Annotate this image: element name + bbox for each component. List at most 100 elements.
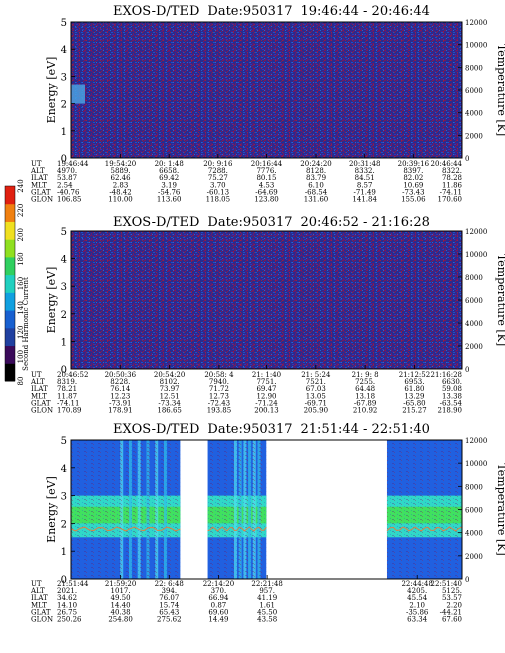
y-tick-label: 4 bbox=[61, 464, 67, 475]
y-right-tick-label: 10000 bbox=[465, 460, 487, 468]
table-cell: 118.05 bbox=[206, 196, 231, 204]
y-tick-label: 3 bbox=[61, 282, 67, 293]
table-cell: 7288. bbox=[208, 167, 228, 175]
table-row-label: ALT bbox=[30, 167, 45, 175]
table-cell: 19:54:20 bbox=[105, 160, 136, 168]
table-cell: 215.27 bbox=[402, 407, 427, 415]
colorbar-tick-label: 140 bbox=[17, 301, 25, 314]
table-cell: 250.26 bbox=[57, 616, 82, 624]
table-cell: 12.90 bbox=[256, 392, 276, 400]
table-row-label: ILAT bbox=[31, 385, 48, 393]
interval-noise bbox=[386, 440, 462, 579]
table-cell: 69.60 bbox=[208, 608, 228, 616]
table-cell: -67.89 bbox=[354, 399, 376, 407]
table-cell: 80.15 bbox=[256, 174, 276, 182]
chart-title: EXOS-D/TED Date:950317 21:51:44 - 22:51:40 bbox=[113, 422, 430, 437]
table-row-label: ALT bbox=[30, 378, 45, 386]
table-cell: 20:16:44 bbox=[251, 160, 283, 168]
table-cell: 106.85 bbox=[57, 196, 82, 204]
y-right-tick-label: 2000 bbox=[465, 343, 483, 351]
table-cell: 20:24:20 bbox=[300, 160, 331, 168]
colorbar-tick-label: 240 bbox=[17, 179, 25, 192]
table-cell: 2.54 bbox=[57, 181, 73, 189]
table-cell: 20: 9:16 bbox=[203, 160, 233, 168]
table-cell: -74.11 bbox=[57, 399, 79, 407]
y-right-tick-label: 4000 bbox=[465, 530, 483, 538]
table-cell: 65.43 bbox=[159, 608, 179, 616]
colorbar-swatch bbox=[5, 186, 15, 205]
table-cell: 76.07 bbox=[159, 594, 179, 602]
table-cell: 113.60 bbox=[157, 196, 182, 204]
colorbar-swatch bbox=[5, 274, 15, 293]
y-tick-label: 5 bbox=[61, 227, 67, 238]
y-right-tick-label: 8000 bbox=[465, 483, 483, 491]
table-cell: 8322. bbox=[442, 167, 462, 175]
table-cell: 14.10 bbox=[57, 601, 77, 609]
table-row-label: GLON bbox=[31, 616, 53, 624]
y-right-tick-label: 6000 bbox=[465, 507, 483, 515]
table-row-label: GLON bbox=[31, 407, 53, 415]
table-cell: 49.50 bbox=[111, 594, 131, 602]
table-cell: 186.65 bbox=[157, 407, 182, 415]
table-cell: 13.18 bbox=[355, 392, 375, 400]
table-cell: 83.79 bbox=[306, 174, 326, 182]
table-cell: -74.11 bbox=[440, 188, 462, 196]
table-cell: 22:51:40 bbox=[431, 580, 462, 588]
table-row-label: MLT bbox=[31, 181, 47, 189]
temperature-trace bbox=[386, 526, 463, 532]
y-right-axis-label: Temperature [K] bbox=[495, 254, 505, 346]
table-cell: 141.84 bbox=[352, 196, 377, 204]
spectrogram-noise-overlay bbox=[71, 22, 462, 158]
table-cell: 73.97 bbox=[160, 385, 180, 393]
colorbar-swatch bbox=[5, 363, 15, 382]
title-time-range: 21:51:44 - 22:51:40 bbox=[301, 422, 430, 437]
table-cell: 69.47 bbox=[256, 385, 276, 393]
table-cell: 4205. bbox=[407, 587, 427, 595]
y-axis-label: Energy [eV] bbox=[45, 57, 58, 124]
table-cell: 22:44:48 bbox=[401, 580, 432, 588]
y-tick-label: 1 bbox=[61, 547, 67, 558]
table-cell: 64.48 bbox=[355, 385, 375, 393]
table-cell: 4970. bbox=[57, 167, 77, 175]
table-cell: 78.21 bbox=[57, 385, 77, 393]
data-interval bbox=[386, 440, 463, 579]
table-row-label: MLT bbox=[31, 392, 47, 400]
table-cell: 394. bbox=[161, 587, 177, 595]
table-cell: 0.87 bbox=[211, 601, 227, 609]
panel-1: EXOS-D/TED Date:950317 19:46:44 - 20:46:44… bbox=[30, 4, 505, 204]
table-cell: -35.86 bbox=[406, 608, 429, 616]
table-cell: 21:12:52 bbox=[399, 371, 430, 379]
spectrogram-noise-overlay bbox=[71, 231, 462, 369]
table-row-label: ILAT bbox=[31, 174, 48, 182]
table-cell: 275.62 bbox=[157, 616, 182, 624]
table-cell: -65.80 bbox=[403, 399, 425, 407]
y-tick-label: 2 bbox=[61, 100, 67, 111]
colorbar-tick-label: 180 bbox=[17, 252, 25, 265]
table-cell: 40.38 bbox=[111, 608, 131, 616]
table-cell: 21:16:28 bbox=[431, 371, 462, 379]
table-cell: 59.08 bbox=[442, 385, 462, 393]
table-cell: -73.43 bbox=[402, 188, 424, 196]
table-cell: 2021. bbox=[57, 587, 77, 595]
table-cell: 2.20 bbox=[446, 601, 462, 609]
colorbar-label: Second Harmonic Current bbox=[22, 277, 30, 371]
title-instrument: EXOS-D/TED bbox=[113, 215, 199, 230]
data-interval bbox=[70, 440, 181, 579]
y-right-tick-label: 10000 bbox=[465, 42, 487, 50]
colorbar-tick-label: 220 bbox=[17, 204, 25, 217]
y-tick-label: 1 bbox=[61, 337, 67, 348]
colorbar-swatch bbox=[5, 203, 15, 222]
y-right-tick-label: 0 bbox=[465, 576, 469, 584]
title-time-range: 20:46:52 - 21:16:28 bbox=[301, 215, 430, 230]
table-row-label: UT bbox=[31, 371, 42, 379]
table-cell: 155.06 bbox=[401, 196, 426, 204]
y-right-axis-label: Temperature [K] bbox=[495, 44, 505, 136]
table-row-label: ALT bbox=[30, 587, 45, 595]
y-axis-label: Energy [eV] bbox=[45, 476, 58, 543]
table-cell: 21: 9: 8 bbox=[352, 371, 379, 379]
table-cell: 45.50 bbox=[257, 608, 277, 616]
chart-title: EXOS-D/TED Date:950317 19:46:44 - 20:46:44 bbox=[113, 4, 430, 19]
table-cell: 20:31:48 bbox=[349, 160, 380, 168]
table-cell: 14.40 bbox=[111, 601, 131, 609]
table-row-label: GLAT bbox=[31, 608, 51, 616]
